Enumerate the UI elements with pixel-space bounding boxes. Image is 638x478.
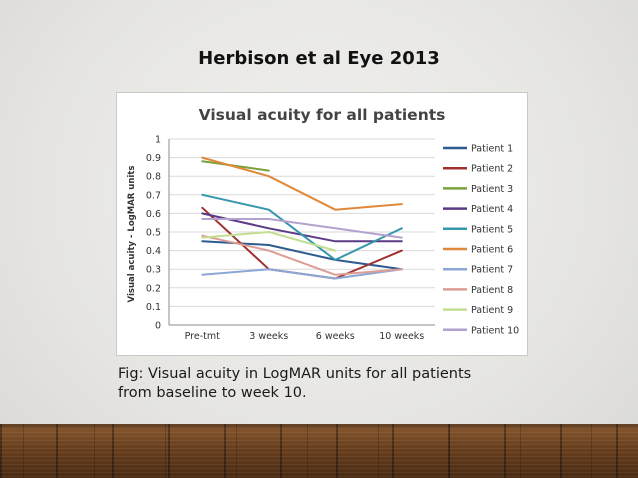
legend-label: Patient 6 bbox=[471, 245, 513, 256]
x-tick-label: 3 weeks bbox=[249, 331, 288, 342]
legend-label: Patient 2 bbox=[471, 164, 513, 175]
x-tick-label: Pre-tmt bbox=[185, 331, 221, 342]
y-tick-label: 0 bbox=[155, 321, 161, 332]
y-tick-label: 0.5 bbox=[146, 228, 161, 239]
legend: Patient 1 Patient 2 Patient 3 Patient 4 Pati… bbox=[443, 144, 519, 336]
floor-grain bbox=[0, 424, 638, 478]
legend-label: Patient 4 bbox=[471, 204, 513, 215]
caption-line-2: from baseline to week 10. bbox=[118, 385, 307, 401]
y-tick-label: 0.8 bbox=[146, 172, 161, 183]
x-tick-label: 6 weeks bbox=[316, 331, 355, 342]
legend-label: Patient 1 bbox=[471, 144, 513, 155]
y-tick-label: 0.3 bbox=[146, 265, 161, 276]
legend-label: Patient 10 bbox=[471, 325, 519, 336]
chart-title: Visual acuity for all patients bbox=[199, 106, 446, 124]
series-line-10 bbox=[201, 218, 403, 239]
y-tick-label: 0.1 bbox=[146, 302, 161, 313]
legend-label: Patient 9 bbox=[471, 305, 513, 316]
caption-line-1: Fig: Visual acuity in LogMAR units for a… bbox=[118, 366, 472, 382]
y-tick-label: 0.2 bbox=[146, 283, 161, 294]
y-tick-label: 0.6 bbox=[146, 209, 161, 220]
legend-label: Patient 7 bbox=[471, 265, 513, 276]
y-tick-label: 1 bbox=[155, 135, 161, 146]
wood-floor bbox=[0, 424, 638, 478]
series-line-1 bbox=[201, 240, 403, 271]
figure-caption: Fig: Visual acuity in LogMAR units for a… bbox=[118, 365, 538, 403]
y-tick-label: 0.7 bbox=[146, 190, 161, 201]
line-chart: Visual acuity for all patients Visual ac… bbox=[127, 106, 519, 342]
y-axis-label: Visual acuity - LogMAR units bbox=[127, 166, 137, 303]
gridlines bbox=[169, 138, 435, 307]
y-tick-label: 0.9 bbox=[146, 153, 161, 164]
series-line-5 bbox=[201, 193, 403, 261]
x-tick-label: 10 weeks bbox=[379, 331, 424, 342]
slide-title: Herbison et al Eye 2013 bbox=[198, 48, 440, 69]
axes: 0 0.1 0.2 0.3 0.4 0.5 0.6 0.7 0.8 0.9 1 Pre-tmt 3 we… bbox=[146, 135, 435, 342]
legend-label: Patient 5 bbox=[471, 224, 513, 235]
floor-shadow bbox=[0, 424, 638, 430]
legend-label: Patient 8 bbox=[471, 285, 513, 296]
series-line-4 bbox=[201, 212, 403, 243]
series-line-8 bbox=[201, 234, 403, 276]
y-tick-label: 0.4 bbox=[146, 246, 161, 257]
series-line-6 bbox=[201, 156, 403, 211]
series-line-7 bbox=[201, 268, 403, 280]
series-line-9 bbox=[201, 231, 337, 252]
series-lines bbox=[201, 156, 403, 280]
legend-label: Patient 3 bbox=[471, 184, 513, 195]
chart-container: Visual acuity for all patients Visual ac… bbox=[116, 92, 528, 356]
